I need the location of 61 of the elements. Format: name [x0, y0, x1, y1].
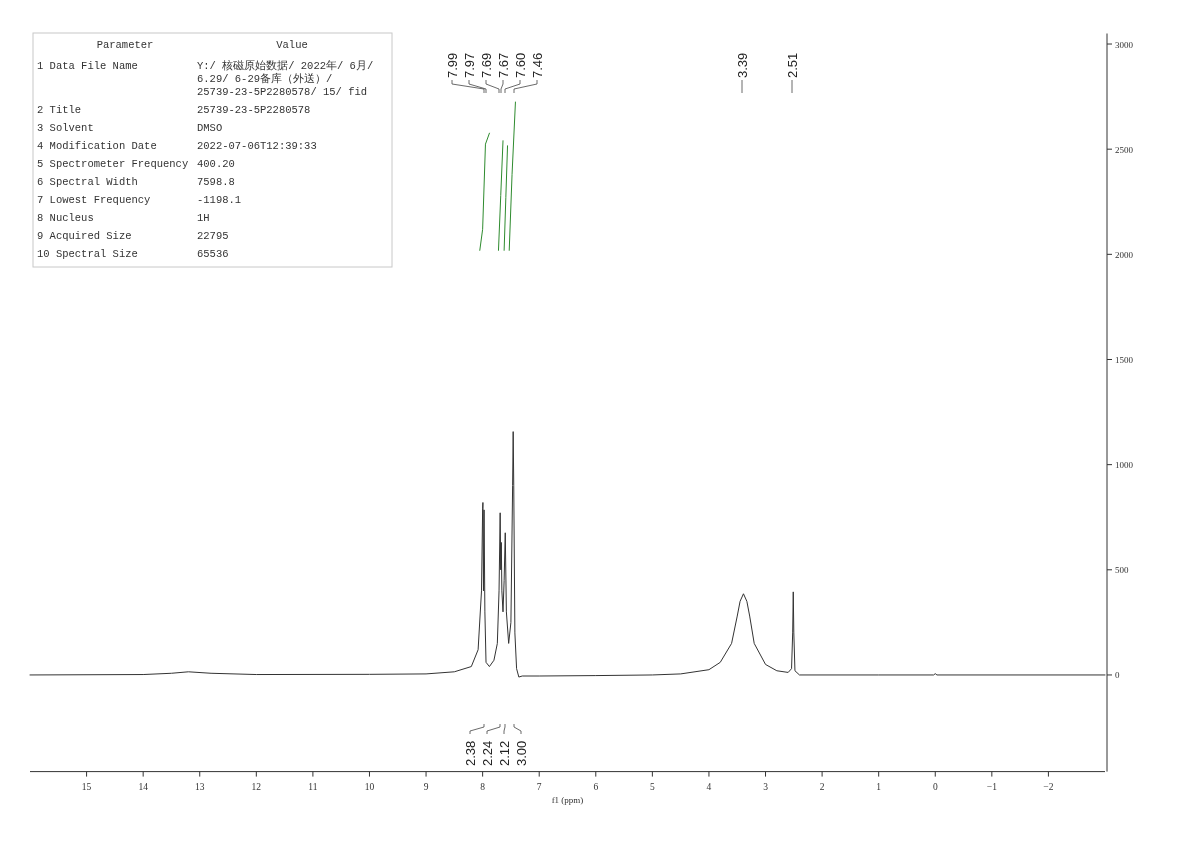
- annotation: 2.38: [463, 740, 478, 766]
- annotation: 6 Spectral Width: [37, 176, 138, 188]
- x-tick-label: 7: [536, 781, 542, 792]
- annotation: 2 Title: [37, 104, 82, 116]
- y-tick-label: 1500: [1115, 354, 1134, 365]
- annotation: 4 Modification Date: [37, 140, 157, 152]
- x-tick-label: 2: [819, 781, 825, 792]
- annotation: 7.69: [479, 52, 494, 78]
- x-tick-label: 10: [364, 781, 375, 792]
- annotation: 7.46: [530, 52, 545, 78]
- annotation: 7.67: [496, 52, 511, 78]
- annotation: 3 Solvent: [37, 122, 94, 134]
- x-tick-label: 1: [876, 781, 882, 792]
- annotation: -1198.1: [197, 194, 242, 206]
- annotation: 400.20: [197, 158, 235, 170]
- y-tick-label: 3000: [1115, 39, 1134, 50]
- y-tick-label: 0: [1115, 670, 1120, 681]
- annotation: Value: [276, 39, 308, 51]
- annotation: 2.51: [785, 52, 800, 78]
- annotation: 1H: [197, 212, 210, 224]
- y-tick-label: 2000: [1115, 249, 1134, 260]
- annotation: DMSO: [197, 122, 223, 134]
- annotation: 3.39: [735, 52, 750, 78]
- annotation: 65536: [197, 248, 229, 260]
- line-series: [479, 132, 490, 251]
- x-tick-label: 3: [763, 781, 769, 792]
- x-tick-label: 4: [706, 781, 712, 792]
- y-tick-label: 500: [1115, 565, 1129, 576]
- annotation: 7 Lowest Frequency: [37, 194, 151, 206]
- annotation: 3.00: [514, 740, 529, 766]
- annotation: 2.12: [497, 740, 512, 766]
- annotation: Y:/ 核磁原始数据/ 2022年/ 6月/ 6.29/ 6-29备库（外送）/ 25739-23-5P2280578/ 15/ fid: [197, 59, 374, 98]
- annotation: 7.99: [445, 52, 460, 78]
- x-tick-label: 13: [194, 781, 205, 792]
- annotation: 10 Spectral Size: [37, 248, 138, 260]
- x-axis-title: f1 (ppm): [551, 794, 584, 805]
- annotation: 25739-23-5P2280578: [197, 104, 311, 116]
- annotation: 1 Data File Name: [37, 60, 138, 72]
- y-tick-label: 1000: [1115, 460, 1134, 471]
- annotation: 9 Acquired Size: [37, 230, 132, 242]
- annotation: 8 Nucleus: [37, 212, 94, 224]
- annotation: 22795: [197, 230, 229, 242]
- x-tick-label: 0: [932, 781, 938, 792]
- x-tick-label: 8: [480, 781, 486, 792]
- x-tick-label: −1: [986, 781, 998, 792]
- annotation: 2022-07-06T12:39:33: [197, 140, 317, 152]
- x-tick-label: 5: [649, 781, 655, 792]
- x-tick-label: 6: [593, 781, 599, 792]
- annotation: 5 Spectrometer Frequency: [37, 158, 189, 170]
- annotation: 2.24: [480, 740, 495, 766]
- annotation: 7.97: [462, 52, 477, 78]
- x-tick-label: −2: [1043, 781, 1054, 792]
- x-tick-label: 11: [308, 781, 318, 792]
- annotation: Parameter: [96, 39, 154, 51]
- x-tick-label: 14: [138, 781, 149, 792]
- x-tick-label: 9: [423, 781, 429, 792]
- x-tick-label: 15: [81, 781, 92, 792]
- annotation: 7598.8: [197, 176, 235, 188]
- annotation: 7.60: [513, 52, 528, 78]
- x-tick-label: 12: [251, 781, 262, 792]
- y-tick-label: 2500: [1115, 144, 1134, 155]
